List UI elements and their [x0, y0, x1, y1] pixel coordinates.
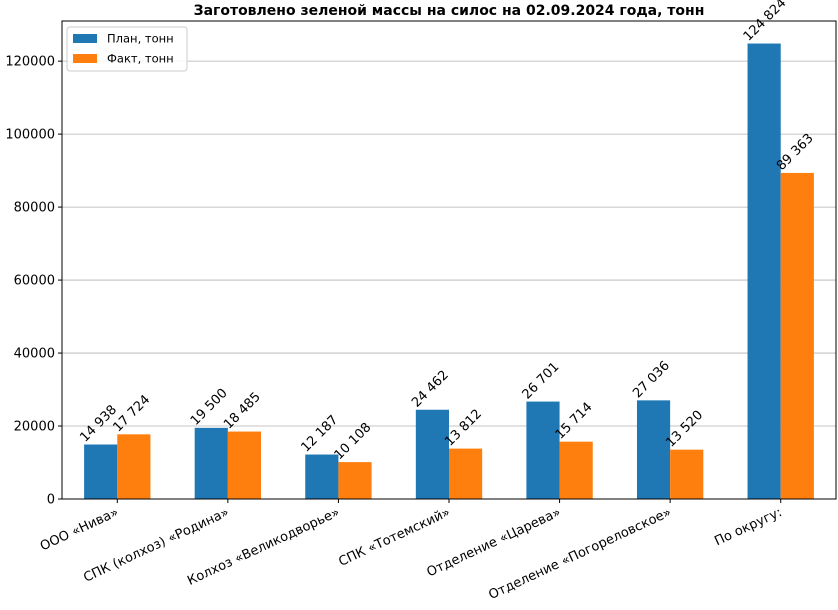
y-tick-label: 120000: [5, 55, 55, 70]
y-tick-label: 40000: [14, 347, 55, 362]
y-tick-label: 60000: [14, 274, 55, 289]
y-tick-label: 20000: [14, 420, 55, 435]
data-label: 10 108: [332, 420, 375, 463]
legend-label: План, тонн: [107, 32, 174, 46]
data-label: 124 824: [741, 0, 790, 44]
category-label: По округу:: [712, 505, 784, 549]
category-label: СПК «Тотемский»: [336, 505, 452, 570]
bar-fact: [670, 449, 704, 499]
bar-plan: [415, 409, 449, 499]
bar-fact: [117, 434, 151, 499]
bar-fact: [227, 431, 262, 499]
chart-title: Заготовлено зеленой массы на силос на 02…: [194, 3, 705, 19]
legend: План, тонн Факт, тонн: [66, 26, 188, 72]
bar-fact: [780, 172, 814, 499]
x-axis: ООО «Нива»СПК (колхоз) «Родина»Колхоз «В…: [38, 499, 784, 603]
legend-swatch: [73, 34, 97, 43]
bar-plan: [747, 43, 781, 499]
bar-fact: [449, 448, 483, 499]
y-tick-label: 80000: [14, 201, 55, 216]
category-label: ООО «Нива»: [38, 505, 121, 554]
bar-fact: [559, 441, 593, 499]
bar-plan: [305, 454, 339, 499]
bars: [84, 43, 814, 499]
y-tick-label: 0: [47, 493, 55, 508]
gridlines: [62, 60, 836, 500]
data-label: 27 036: [630, 358, 673, 401]
data-label: 24 462: [409, 368, 452, 411]
bar-plan: [84, 444, 118, 499]
data-label: 26 701: [520, 360, 563, 403]
bar-plan: [194, 427, 228, 499]
legend-label: Факт, тонн: [107, 52, 174, 66]
y-tick-label: 100000: [5, 128, 55, 143]
category-label: Отделение «Погореловское»: [486, 505, 673, 603]
y-axis: 0 20000 40000 60000 80000 100000 120000: [5, 55, 62, 508]
legend-swatch: [73, 54, 97, 63]
bar-fact: [338, 462, 372, 499]
bar-plan: [636, 400, 671, 499]
bar-plan: [526, 401, 560, 499]
